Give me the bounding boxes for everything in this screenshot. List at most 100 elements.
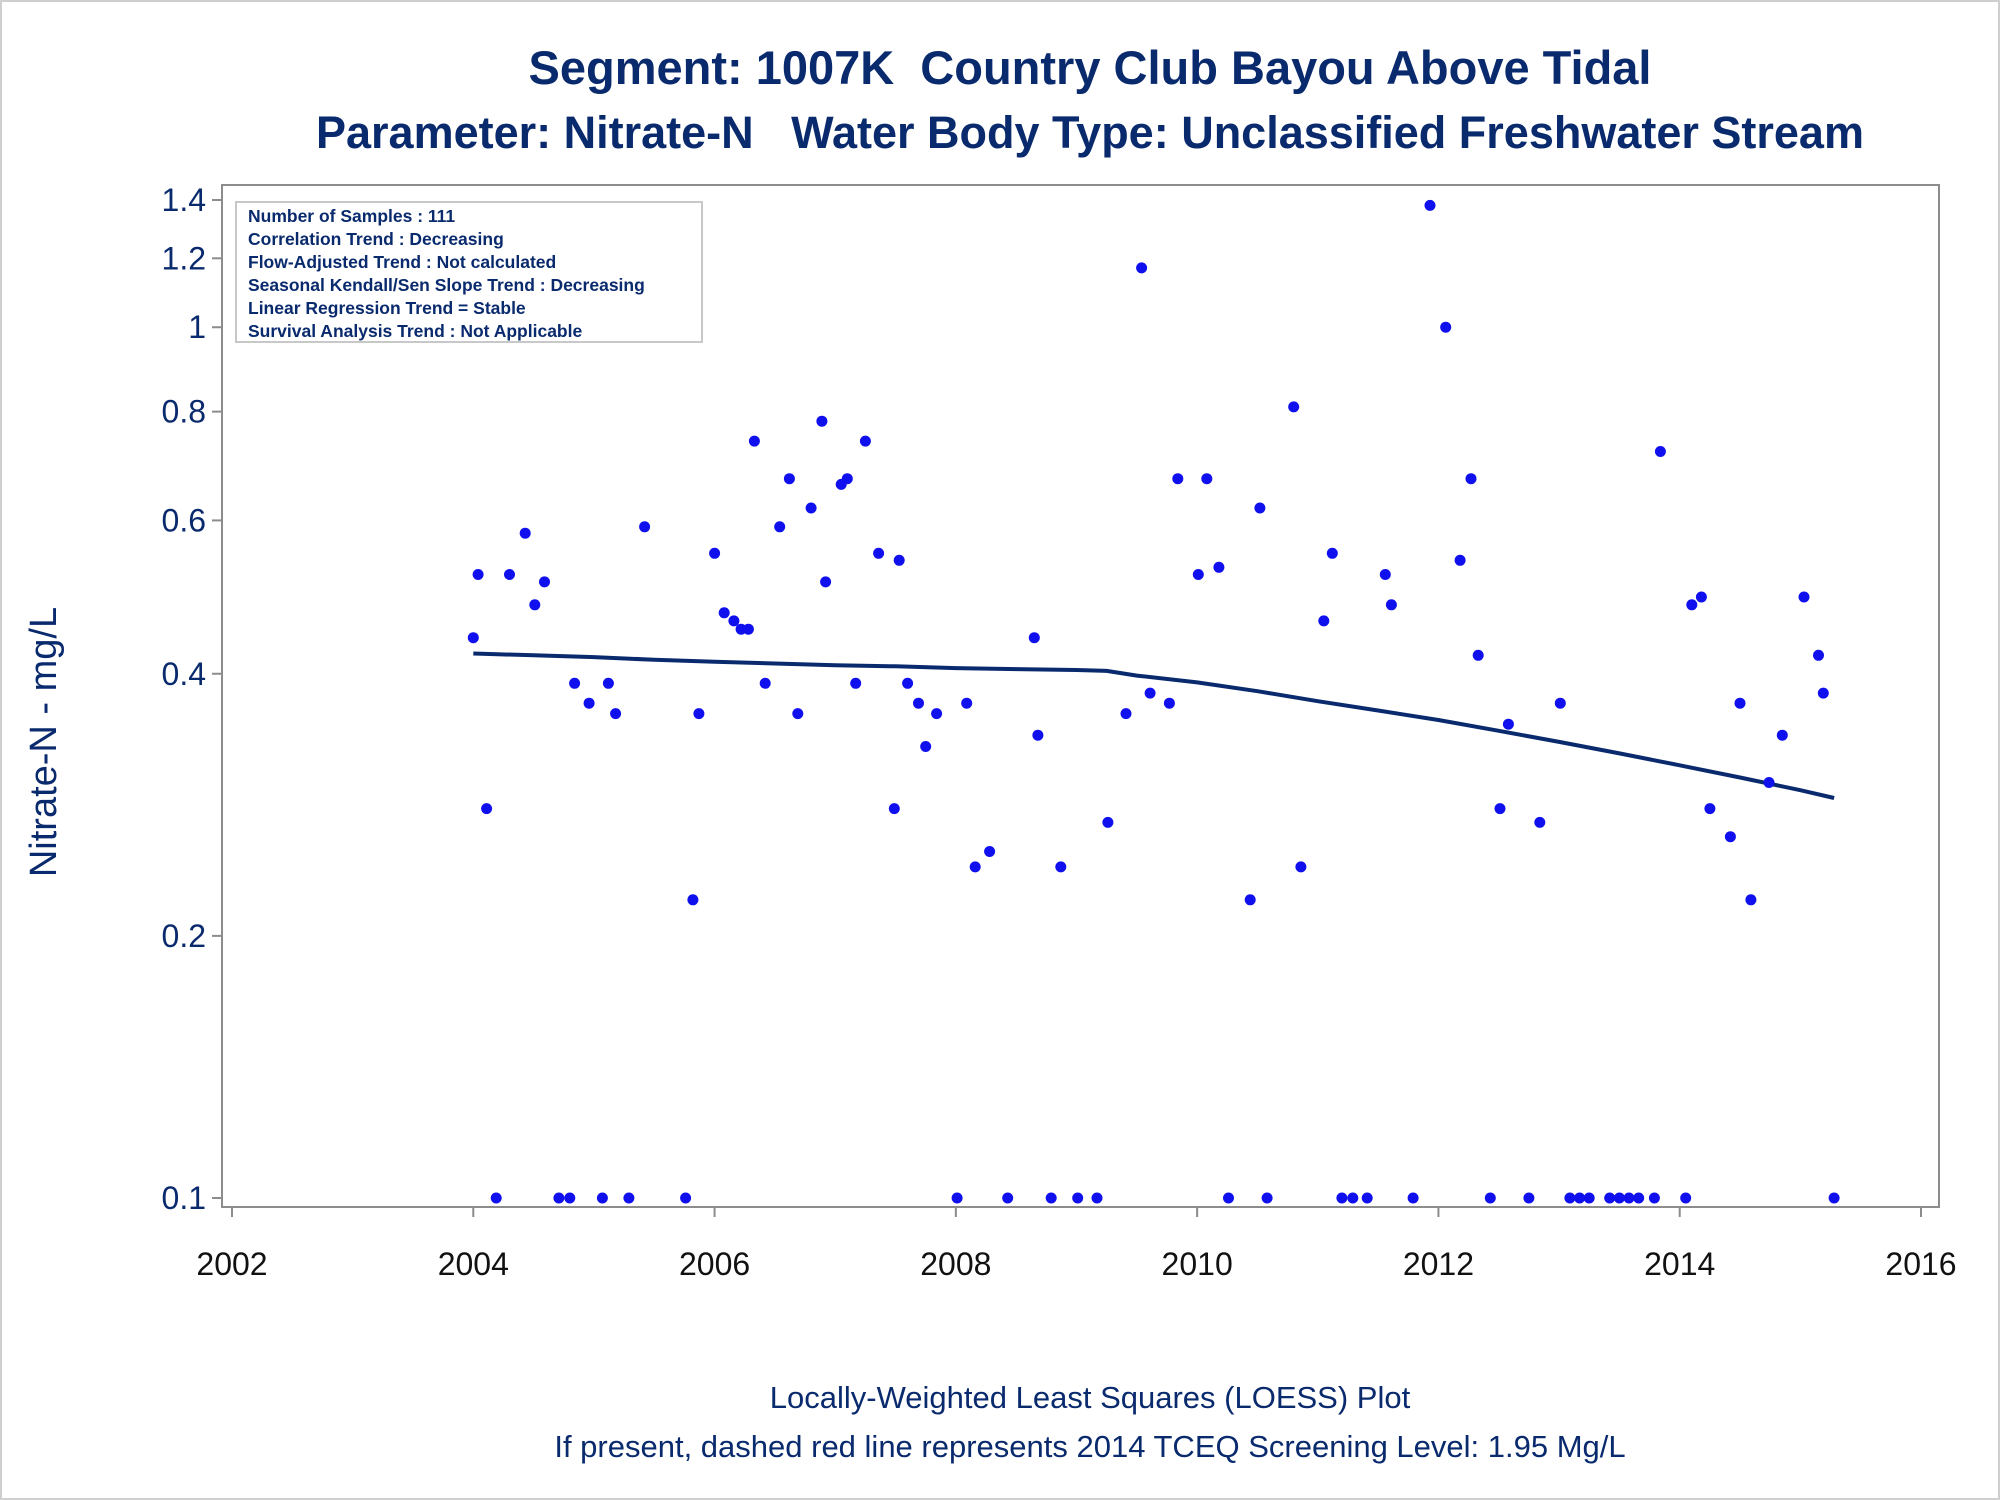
data-point <box>680 1192 692 1204</box>
x-axis-ticks: 2002 2004 2006 2008 2010 2012 2014 2016 <box>196 1207 1957 1282</box>
data-point <box>1347 1192 1359 1204</box>
data-point <box>859 435 871 447</box>
data-point <box>1144 687 1156 699</box>
data-point <box>1813 649 1824 661</box>
data-point <box>687 894 699 906</box>
data-point <box>961 697 973 709</box>
data-point <box>553 1192 565 1204</box>
data-point <box>1028 632 1040 644</box>
data-point <box>1623 1192 1635 1204</box>
stats-line: Survival Analysis Trend : Not Applicable <box>248 321 582 341</box>
data-point <box>1633 1192 1645 1204</box>
data-point <box>1680 1192 1692 1204</box>
data-point <box>1472 649 1484 661</box>
x-tick-label: 2010 <box>1162 1246 1233 1282</box>
data-point <box>467 632 479 644</box>
stats-line: Seasonal Kendall/Sen Slope Trend : Decre… <box>248 275 645 295</box>
data-point <box>1523 1192 1535 1204</box>
data-point <box>1424 199 1436 211</box>
data-point <box>1192 569 1204 580</box>
data-point <box>472 569 484 580</box>
data-point <box>728 615 740 627</box>
y-tick-label: 1 <box>188 309 206 345</box>
y-tick-label: 0.8 <box>162 394 206 430</box>
stats-box: Number of Samples : 111 Correlation Tren… <box>235 201 703 343</box>
data-point <box>774 521 786 533</box>
data-point <box>951 1192 963 1204</box>
data-point <box>1032 729 1044 741</box>
data-point <box>1564 1192 1576 1204</box>
data-point <box>1407 1192 1419 1204</box>
x-tick-label: 2016 <box>1885 1246 1956 1282</box>
y-tick-label: 1.4 <box>162 182 206 218</box>
data-point <box>984 846 996 857</box>
data-point <box>639 521 651 533</box>
footnote-screening-level: If present, dashed red line represents 2… <box>554 1429 1626 1464</box>
data-point <box>1213 561 1225 573</box>
data-point <box>1484 1192 1496 1204</box>
data-point <box>748 435 760 447</box>
x-tick-label: 2012 <box>1403 1246 1474 1282</box>
y-tick-label: 0.6 <box>162 502 206 538</box>
data-point <box>481 803 493 815</box>
data-point <box>931 708 943 720</box>
data-point <box>1734 697 1746 709</box>
data-point <box>783 473 795 485</box>
data-point <box>1763 777 1775 788</box>
data-point <box>1534 816 1546 828</box>
x-tick-label: 2014 <box>1644 1246 1715 1282</box>
data-point <box>1604 1192 1616 1204</box>
x-tick-label: 2002 <box>196 1246 267 1282</box>
data-point <box>1055 861 1067 873</box>
data-point <box>902 677 914 689</box>
data-point <box>805 502 817 514</box>
data-point <box>529 599 541 611</box>
data-point <box>1745 894 1757 906</box>
data-point <box>841 473 853 485</box>
data-point <box>1648 1192 1660 1204</box>
data-point <box>920 741 932 752</box>
data-point <box>1798 591 1810 603</box>
data-point <box>1776 729 1788 741</box>
data-point <box>693 708 705 720</box>
data-point <box>1817 687 1829 699</box>
data-point <box>1465 473 1477 485</box>
data-point <box>1318 615 1330 627</box>
data-point <box>1454 554 1466 566</box>
data-point <box>816 415 828 427</box>
data-point <box>893 554 905 566</box>
data-point <box>1072 1192 1084 1204</box>
stats-line: Flow-Adjusted Trend : Not calculated <box>248 252 556 272</box>
data-point <box>1828 1192 1840 1204</box>
data-point <box>1136 262 1148 274</box>
x-tick-label: 2004 <box>438 1246 509 1282</box>
data-point <box>1102 816 1114 828</box>
data-point <box>1695 591 1707 603</box>
data-point <box>792 708 804 720</box>
data-point <box>850 677 862 689</box>
data-point <box>1654 446 1666 457</box>
data-point <box>709 547 721 559</box>
x-tick-label: 2008 <box>920 1246 991 1282</box>
loess-line <box>473 651 1835 800</box>
data-point <box>519 527 531 539</box>
data-point <box>1336 1192 1348 1204</box>
data-point <box>539 576 550 588</box>
data-point <box>1045 1192 1057 1204</box>
data-point <box>602 677 614 689</box>
data-point <box>1163 697 1175 709</box>
data-point <box>1361 1192 1373 1204</box>
data-point <box>888 803 900 815</box>
data-point <box>610 708 622 720</box>
data-point <box>969 861 981 873</box>
stats-line: Number of Samples : 111 <box>248 206 455 226</box>
footnote-loess: Locally-Weighted Least Squares (LOESS) P… <box>769 1380 1411 1415</box>
data-point <box>1613 1192 1625 1204</box>
data-point <box>1379 569 1391 580</box>
chart-subtitle: Parameter: Nitrate-N Water Body Type: Un… <box>316 107 1864 158</box>
data-point <box>1554 697 1566 709</box>
data-point <box>596 1192 608 1204</box>
data-point <box>623 1192 635 1204</box>
data-point <box>1172 473 1184 485</box>
